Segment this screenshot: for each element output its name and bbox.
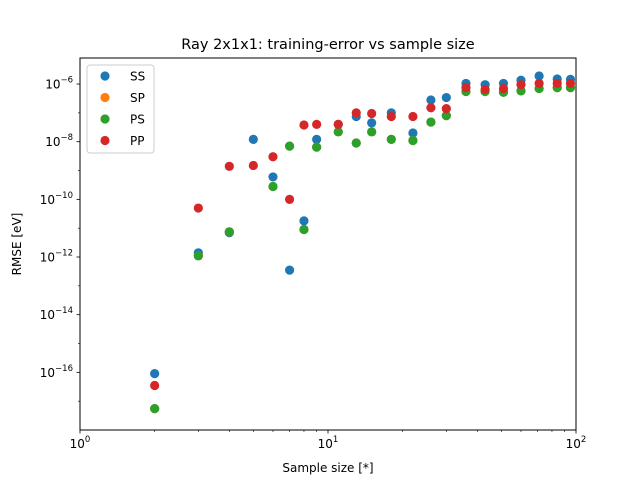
y-tick-label: 10−16 — [40, 364, 73, 380]
data-point-ps-1 — [193, 251, 203, 261]
data-point-pp-10 — [367, 108, 377, 119]
series-ps — [150, 83, 576, 414]
data-point-pp-9 — [351, 108, 361, 118]
data-point-ps-10 — [386, 134, 396, 145]
data-point-pp-4 — [268, 152, 278, 162]
y-tick-label: 10−10 — [40, 191, 73, 207]
data-point-pp-7 — [312, 119, 322, 129]
y-tick-label: 10−6 — [45, 76, 73, 92]
data-point-pp-15 — [461, 83, 471, 93]
data-point-ss-19 — [534, 71, 544, 81]
data-point-pp-1 — [193, 203, 203, 213]
data-point-ps-0 — [150, 404, 160, 414]
data-point-pp-21 — [565, 78, 576, 89]
legend-marker-sp — [100, 92, 110, 103]
data-point-pp-13 — [426, 103, 436, 113]
series-pp — [150, 78, 576, 391]
data-point-pp-20 — [552, 78, 562, 89]
data-point-pp-19 — [534, 78, 544, 89]
data-point-ps-12 — [426, 117, 436, 127]
ticks-layer: 100 101 102 10−16 10−14 10−12 10−10 10−8 10−6 — [40, 76, 587, 451]
data-point-ps-7 — [333, 127, 343, 137]
data-point-ss-4 — [268, 172, 278, 182]
data-point-pp-16 — [480, 84, 490, 95]
data-point-ss-12 — [408, 128, 418, 138]
legend-label-ps: PS — [130, 113, 145, 127]
legend: SS SP PS PP — [86, 64, 155, 154]
data-point-ss-0 — [150, 369, 160, 379]
legend-marker-pp — [100, 135, 110, 146]
data-point-ps-8 — [351, 138, 361, 148]
data-point-ss-5 — [284, 265, 295, 275]
points-layer — [150, 71, 576, 414]
data-point-pp-5 — [284, 194, 295, 204]
data-point-pp-6 — [299, 120, 309, 130]
data-point-ss-10 — [367, 118, 377, 128]
legend-label-ss: SS — [130, 70, 145, 84]
y-tick-label: 10−8 — [45, 133, 73, 149]
data-point-pp-11 — [386, 111, 396, 122]
data-point-pp-3 — [248, 160, 258, 171]
data-point-ps-13 — [441, 111, 451, 121]
y-tick-label: 10−12 — [40, 249, 73, 265]
data-point-pp-12 — [408, 111, 418, 122]
data-point-pp-14 — [441, 104, 451, 114]
x-tick-label: 101 — [318, 435, 339, 451]
chart-title: Ray 2x1x1: training-error vs sample size — [181, 37, 475, 53]
legend-label-pp: PP — [130, 134, 144, 148]
legend-marker-ss — [100, 71, 110, 81]
legend-box — [86, 64, 155, 154]
data-point-ps-9 — [367, 127, 377, 137]
legend-marker-ps — [100, 114, 110, 124]
data-point-pp-0 — [150, 380, 160, 391]
data-point-ss-13 — [426, 95, 436, 105]
data-point-ss-3 — [248, 134, 258, 145]
data-point-ps-11 — [408, 135, 418, 146]
data-point-ps-3 — [268, 181, 278, 192]
x-tick-label: 102 — [566, 435, 587, 451]
x-axis-label: Sample size [*] — [282, 461, 373, 475]
data-point-ss-6 — [299, 216, 309, 226]
data-point-pp-2 — [224, 161, 234, 171]
data-point-pp-8 — [333, 119, 343, 129]
x-tick-label: 100 — [70, 435, 91, 451]
y-axis-label: RMSE [eV] — [10, 213, 24, 276]
data-point-pp-18 — [516, 80, 526, 90]
legend-label-sp: SP — [130, 91, 145, 105]
data-point-ps-6 — [312, 142, 322, 152]
data-point-ss-14 — [441, 92, 451, 103]
data-point-ps-2 — [224, 227, 234, 237]
data-point-pp-17 — [498, 83, 509, 94]
y-tick-label: 10−14 — [40, 306, 73, 322]
data-point-ss-7 — [312, 134, 322, 145]
data-point-ps-5 — [299, 224, 309, 235]
data-point-ps-4 — [284, 141, 295, 151]
